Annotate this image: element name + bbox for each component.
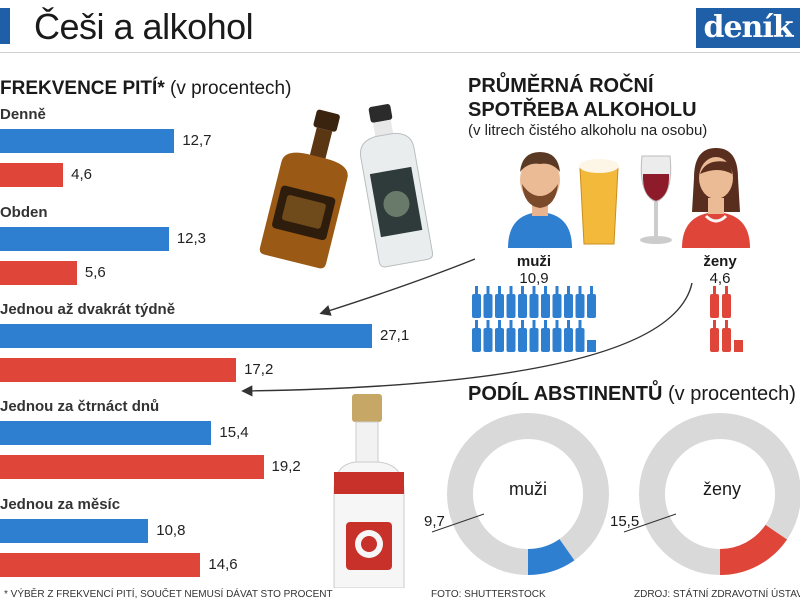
bar-series-2 [0, 261, 77, 285]
bottle-pictogram-icon [518, 320, 527, 352]
bottle-pictogram-icon [541, 320, 550, 352]
frequency-title-unit: (v procentech) [170, 78, 292, 99]
footer-photo-credit: Foto: Shutterstock [431, 589, 546, 600]
men-donut-value: 9,7 [424, 513, 445, 530]
bottle-pictogram-icon [564, 320, 573, 352]
bottle-pictogram-icon [564, 286, 573, 318]
bottle-pictogram-icon [529, 320, 539, 352]
bar-series-2 [0, 553, 201, 577]
bottle-pictogram-icon [483, 320, 493, 352]
footer-source: Zdroj: Státní zdravotní ústav [634, 589, 800, 600]
women-donut-value: 15,5 [610, 513, 640, 530]
frequency-title-bold: FREKVENCE PITÍ [0, 78, 158, 99]
bottle-pictogram-icon [495, 286, 504, 318]
gin-bottle-icon [359, 104, 434, 268]
bar-series-1 [0, 519, 149, 543]
whisky-bottle-icon [259, 109, 348, 269]
bottle-pictogram-icon [710, 286, 719, 318]
bottle-pictogram-icon [552, 286, 562, 318]
bottle-pictogram-icon [710, 320, 719, 352]
vodka-bottle-icon [333, 394, 405, 588]
bottles-illustration [259, 104, 434, 269]
vodka-bottle-illustration [333, 394, 405, 588]
bottle-pictogram-icon [552, 320, 562, 352]
bottle-pictogram-icon [518, 286, 527, 318]
men-donut-label: muži [508, 479, 547, 499]
bottle-pictogram-icon [722, 320, 731, 352]
page-title: Češi a alkohol [34, 6, 254, 47]
bottle-pictogram-icon [495, 320, 504, 352]
bar-series-1 [0, 227, 169, 251]
bar-value-label: 14,6 [208, 556, 238, 573]
footer-note: * Výběr z frekvencí pití, součet nemusí … [4, 589, 333, 600]
abstinents-donut-charts [431, 413, 800, 575]
frequency-title-star: * [157, 78, 165, 99]
men-consumption-label: muži [516, 253, 552, 270]
bar-value-label: 12,3 [176, 230, 207, 247]
bottle-pictogram-icon [722, 286, 731, 318]
bottle-pictogram-icon [506, 286, 516, 318]
consumption-title: PRŮMĚRNÁ ROČNÍ SPOTŘEBA ALKOHOLU [468, 75, 697, 121]
bar-value-label: 5,6 [84, 264, 106, 281]
man-avatar-icon [508, 152, 572, 248]
category-label: Jednou za měsíc [0, 496, 121, 513]
beer-glass-icon [579, 159, 619, 245]
bar-value-label: 27,1 [380, 327, 410, 344]
bottle-pictogram-icon [587, 286, 596, 318]
header-divider [0, 52, 800, 53]
consumption-illustration [508, 148, 750, 248]
bottle-pictogram-icon [472, 286, 481, 318]
donut-leader-line [431, 513, 485, 533]
women-donut-label: ženy [702, 479, 742, 499]
bottle-pictogram-icon [541, 286, 550, 318]
bottle-pictogram-icon [506, 320, 516, 352]
category-label: Denně [0, 106, 46, 123]
bottle-pictogram-icon [587, 340, 596, 352]
bar-series-1 [0, 324, 372, 348]
bottle-pictogram-icon [734, 340, 743, 352]
women-consumption-label: ženy [703, 253, 737, 270]
bar-series-2 [0, 358, 237, 382]
bar-series-1 [0, 421, 212, 445]
bottle-pictogram-grid [472, 286, 743, 352]
bar-series-2 [0, 455, 264, 479]
wine-glass-icon [640, 155, 672, 244]
abstinents-title: PODÍL ABSTINENTŮ (v procentech) [468, 383, 796, 406]
woman-avatar-icon [682, 148, 750, 248]
title-accent-bar [0, 8, 10, 44]
category-label: Jednou až dvakrát týdně [0, 301, 176, 318]
bottle-pictogram-icon [472, 320, 481, 352]
bottle-pictogram-icon [483, 286, 493, 318]
abstinents-title-bold: PODÍL ABSTINENTŮ [468, 383, 663, 405]
donut-leader-line [623, 513, 677, 533]
consumption-subtitle: (v litrech čistého alkoholu na osobu) [468, 122, 708, 139]
brand-logo: deník [696, 8, 800, 48]
bar-value-label: 15,4 [219, 424, 249, 441]
donut-slice [527, 538, 575, 575]
frequency-title: FREKVENCE PITÍ* (v procentech) [0, 78, 291, 100]
abstinents-title-unit: (v procentech) [668, 383, 796, 405]
bar-series-2 [0, 163, 64, 187]
men-arrow [319, 258, 476, 316]
bottle-pictogram-icon [575, 286, 585, 318]
women-consumption-value: 4,6 [709, 270, 731, 287]
category-label: Jednou za čtrnáct dnů [0, 398, 160, 415]
bar-value-label: 19,2 [271, 458, 301, 475]
bar-value-label: 10,8 [156, 522, 186, 539]
women-arrow [241, 282, 693, 397]
category-label: Obden [0, 204, 48, 221]
bar-value-label: 4,6 [71, 166, 92, 183]
connector-arrows [241, 258, 693, 397]
men-consumption-value: 10,9 [519, 270, 549, 287]
bottle-pictogram-icon [529, 286, 539, 318]
bar-series-1 [0, 129, 175, 153]
donut-slice [719, 524, 787, 575]
bar-value-label: 12,7 [182, 132, 212, 149]
bar-value-label: 17,2 [244, 361, 274, 378]
bottle-pictogram-icon [575, 320, 585, 352]
